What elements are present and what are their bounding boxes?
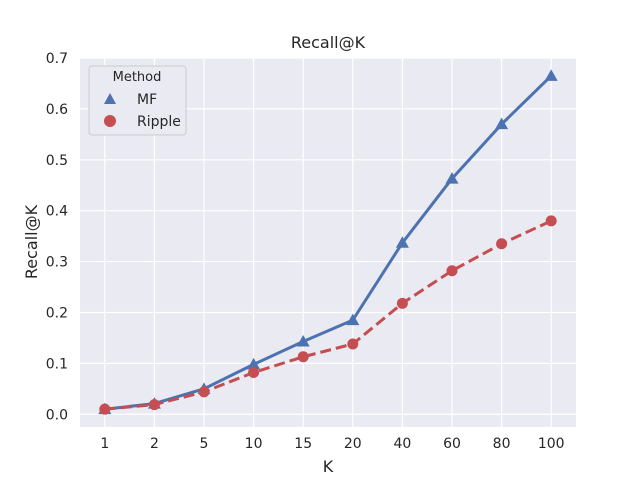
chart-title: Recall@K [291,33,366,52]
data-point-mf [247,357,261,370]
legend: Method MF Ripple [88,65,187,136]
series-ripple [99,215,557,415]
y-tick-label: 0.5 [46,153,68,169]
tick-labels: 1 2 5 10 15 20 40 60 80 100 0.0 0.1 0.2 0.3 0.4 0.5 0.6 0… [46,51,565,452]
data-point-mf [296,334,310,347]
y-tick-label: 0.1 [46,356,68,372]
series-line-ripple [104,219,552,411]
data-point-mf [395,236,409,248]
legend-marker-ripple [104,115,116,127]
data-point-ripple [347,338,359,350]
data-point-ripple [248,367,260,379]
series-line-mf [104,74,553,411]
legend-label-ripple: Ripple [137,114,181,130]
data-point-ripple [148,399,160,411]
y-tick-label: 0.3 [46,255,68,271]
x-tick-label: 5 [200,436,209,452]
data-point-ripple [446,265,458,277]
x-tick-label: 40 [393,436,411,452]
x-tick-label: 100 [538,436,565,452]
data-point-mf [544,69,558,81]
series-layer [98,69,558,415]
data-point-mf [445,172,459,184]
y-tick-label: 0.7 [46,51,68,67]
data-point-ripple [198,386,210,398]
data-point-ripple [297,351,309,363]
x-axis-label: K [323,457,334,476]
data-point-ripple [545,215,557,227]
data-point-mf [495,117,509,130]
data-point-ripple [99,403,111,415]
x-tick-label: 10 [245,436,263,452]
data-point-mf [346,313,360,326]
data-point-ripple [396,297,408,309]
y-tick-label: 0.2 [46,305,68,321]
legend-marker-mf [104,93,116,104]
legend-title: Method [113,70,162,85]
x-tick-label: 1 [100,436,109,452]
y-tick-label: 0.6 [46,102,68,118]
y-tick-label: 0.0 [46,407,68,423]
y-tick-label: 0.4 [46,204,68,220]
data-point-ripple [496,238,508,250]
y-axis-label: Recall@K [22,204,41,279]
x-tick-label: 60 [443,436,461,452]
x-tick-label: 15 [294,436,312,452]
x-tick-label: 2 [150,436,159,452]
x-tick-label: 20 [344,436,362,452]
x-tick-label: 80 [493,436,511,452]
legend-label-mf: MF [137,92,157,108]
